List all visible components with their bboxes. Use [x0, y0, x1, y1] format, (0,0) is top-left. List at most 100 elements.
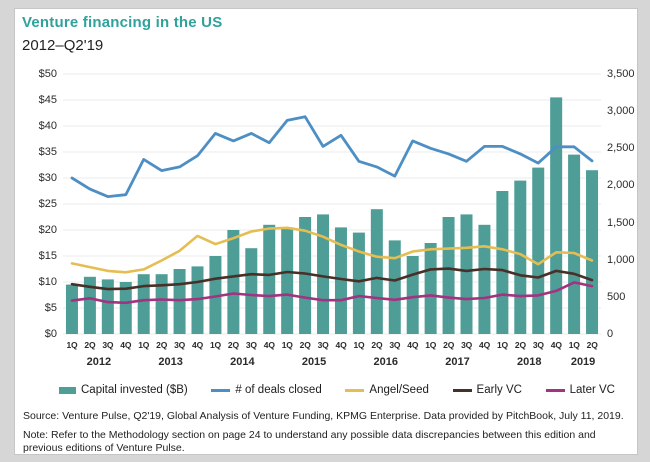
capital-invested-bar [119, 282, 132, 334]
chart-card: Venture financing in the US 2012–Q2'19 $… [14, 8, 638, 455]
left-axis-tick: $45 [38, 94, 57, 106]
legend-label: Capital invested ($B) [81, 384, 188, 396]
capital-invested-bar [532, 167, 545, 334]
angel-seed-line [70, 226, 594, 274]
capital-invested-bar [442, 217, 455, 334]
year-tick-label: 2015 [301, 356, 327, 368]
quarter-tick-label: 1Q [209, 340, 221, 350]
quarter-tick-label: 2Q [443, 340, 455, 350]
angel-seed-swatch-icon [345, 388, 365, 392]
capital-invested-bar [209, 256, 222, 334]
quarter-tick-label: 1Q [66, 340, 78, 350]
right-axis-tick: 2,000 [607, 179, 635, 192]
legend-item-deals-closed: # of deals closed [211, 384, 322, 396]
year-tick-label: 2013 [158, 356, 183, 368]
chart-title: Venture financing in the US [22, 14, 223, 31]
year-tick-label: 2016 [373, 356, 399, 368]
right-axis-tick: 1,500 [607, 216, 635, 229]
left-axis-tick: $40 [38, 120, 57, 132]
right-axis-tick: 0 [607, 328, 614, 340]
left-axis-tick: $10 [38, 276, 57, 288]
capital-invested-bar [317, 214, 330, 334]
early-vc-line [70, 267, 594, 291]
quarter-tick-label: 4Q [407, 340, 419, 350]
legend-item-angel-seed: Angel/Seed [345, 384, 429, 396]
left-axis-tick: $25 [38, 198, 57, 210]
deals-closed-swatch-icon [211, 388, 231, 392]
capital-invested-bar [424, 243, 437, 334]
capital-invested-bar [137, 274, 150, 334]
chart-legend: Capital invested ($B) # of deals closed … [59, 384, 615, 396]
quarter-tick-label: 2Q [586, 340, 598, 350]
capital-invested-bar [388, 240, 401, 334]
right-axis-tick: 2,500 [607, 142, 635, 155]
quarter-tick-label: 1Q [281, 340, 293, 350]
capital-invested-bar [227, 230, 240, 334]
capital-invested-bar [478, 224, 491, 334]
left-axis-tick: $5 [44, 302, 57, 314]
quarter-tick-label: 2Q [371, 340, 383, 350]
quarter-tick-label: 1Q [353, 340, 365, 350]
quarter-tick-label: 1Q [138, 340, 150, 350]
quarter-tick-label: 3Q [461, 340, 473, 350]
quarter-tick-label: 3Q [174, 340, 186, 350]
capital-invested-bar [83, 276, 96, 334]
quarter-tick-label: 4Q [335, 340, 347, 350]
quarter-tick-label: 2Q [299, 340, 311, 350]
quarter-axis-labels: 1Q 2Q 3Q 4Q 1Q 2Q 3Q 4Q 1Q 2Q 3Q 4Q 1Q 2Q 3Q 4Q 1Q 2Q 3Q 4Q… [63, 340, 601, 350]
year-tick-label: 2018 [517, 356, 542, 368]
capital-invested-bar [173, 269, 186, 334]
capital-invested-bar [245, 248, 258, 334]
legend-item-capital-invested: Capital invested ($B) [59, 384, 188, 396]
left-axis-tick: $15 [38, 250, 57, 262]
early-vc-swatch-icon [452, 388, 472, 392]
left-axis-tick: $20 [38, 224, 57, 236]
plot-area [63, 73, 601, 335]
quarter-tick-label: 1Q [568, 340, 580, 350]
later-vc-swatch-icon [545, 388, 565, 392]
quarter-tick-label: 4Q [550, 340, 562, 350]
capital-invested-bar [568, 154, 581, 334]
capital-invested-bar [370, 209, 383, 334]
quarter-tick-label: 4Q [120, 340, 132, 350]
quarter-tick-label: 3Q [317, 340, 329, 350]
quarter-tick-label: 3Q [102, 340, 114, 350]
year-tick-label: 2019 [570, 356, 596, 368]
capital-invested-bar [299, 217, 312, 334]
quarter-tick-label: 4Q [192, 340, 203, 350]
legend-item-early-vc: Early VC [452, 384, 522, 396]
legend-label: Later VC [569, 384, 615, 396]
quarter-tick-label: 2Q [84, 340, 96, 350]
left-axis-tick: $30 [38, 172, 57, 184]
capital-invested-bar [496, 191, 509, 334]
quarter-tick-label: 2Q [514, 340, 526, 350]
quarter-tick-label: 3Q [532, 340, 544, 350]
quarter-tick-label: 4Q [263, 340, 275, 350]
capital-invested-bar [65, 284, 78, 334]
quarter-tick-label: 1Q [425, 340, 437, 350]
chart-plot [63, 73, 601, 335]
quarter-tick-label: 3Q [245, 340, 257, 350]
year-axis-labels: 2012 2013 2014 2015 2016 2017 2018 2019 [63, 356, 601, 370]
capital-invested-swatch-icon [59, 386, 76, 394]
right-axis-tick: 3,500 [607, 68, 635, 80]
quarter-tick-label: 3Q [389, 340, 401, 350]
legend-label: Angel/Seed [369, 384, 429, 396]
capital-invested-bar [550, 97, 563, 335]
source-text: Source: Venture Pulse, Q2'19, Global Ana… [23, 410, 624, 422]
year-tick-label: 2017 [445, 356, 470, 368]
quarter-tick-label: 2Q [227, 340, 239, 350]
right-axis-tick: 500 [607, 290, 626, 303]
capital-invested-bar [586, 170, 599, 334]
capital-invested-bar [334, 227, 347, 334]
quarter-tick-label: 1Q [496, 340, 508, 350]
left-axis-tick: $35 [38, 146, 57, 158]
quarter-tick-label: 2Q [156, 340, 168, 350]
capital-invested-bar [281, 227, 294, 334]
capital-invested-bar [460, 214, 473, 334]
legend-item-later-vc: Later VC [545, 384, 615, 396]
quarter-tick-label: 4Q [479, 340, 490, 350]
capital-invested-bar [101, 279, 114, 334]
note-text: Note: Refer to the Methodology section o… [23, 429, 596, 454]
